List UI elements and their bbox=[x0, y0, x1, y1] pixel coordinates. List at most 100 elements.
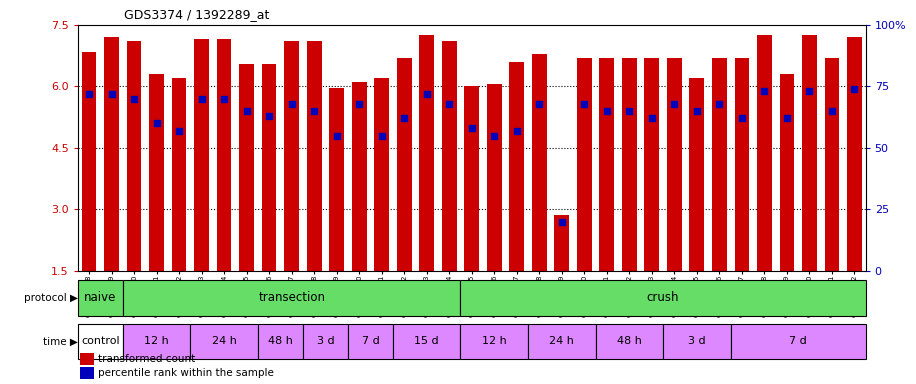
Point bbox=[262, 113, 277, 119]
Point bbox=[847, 86, 862, 92]
Text: 48 h: 48 h bbox=[268, 336, 293, 346]
Point bbox=[82, 91, 96, 97]
Point bbox=[645, 115, 660, 121]
Bar bbox=[757, 35, 771, 271]
Text: transection: transection bbox=[258, 291, 325, 305]
Bar bbox=[622, 58, 637, 271]
Text: 7 d: 7 d bbox=[362, 336, 379, 346]
Bar bbox=[532, 54, 547, 271]
Point bbox=[464, 125, 479, 131]
Bar bbox=[712, 58, 726, 271]
Bar bbox=[303, 324, 348, 359]
Bar bbox=[731, 324, 866, 359]
Text: 7 d: 7 d bbox=[790, 336, 807, 346]
Bar bbox=[262, 64, 277, 271]
Text: 15 d: 15 d bbox=[414, 336, 439, 346]
Bar bbox=[487, 84, 502, 271]
Bar bbox=[191, 324, 258, 359]
Bar bbox=[780, 74, 794, 271]
Text: 24 h: 24 h bbox=[212, 336, 236, 346]
Bar bbox=[554, 215, 569, 271]
Text: time ▶: time ▶ bbox=[43, 336, 78, 346]
Point bbox=[757, 88, 771, 94]
Bar bbox=[442, 41, 456, 271]
Point bbox=[420, 91, 434, 97]
Bar bbox=[104, 37, 119, 271]
Bar bbox=[307, 41, 322, 271]
Bar bbox=[284, 41, 299, 271]
Text: control: control bbox=[81, 336, 120, 346]
Bar bbox=[667, 58, 682, 271]
Bar bbox=[82, 51, 96, 271]
Point bbox=[532, 101, 547, 107]
Bar bbox=[80, 353, 93, 365]
Point bbox=[307, 108, 322, 114]
Bar bbox=[663, 324, 731, 359]
Bar bbox=[397, 58, 411, 271]
Point bbox=[330, 132, 344, 139]
Point bbox=[397, 115, 411, 121]
Bar bbox=[123, 280, 461, 316]
Bar bbox=[847, 37, 862, 271]
Point bbox=[239, 108, 254, 114]
Point bbox=[780, 115, 794, 121]
Point bbox=[172, 127, 187, 134]
Point bbox=[735, 115, 749, 121]
Text: 12 h: 12 h bbox=[144, 336, 169, 346]
Bar bbox=[78, 324, 123, 359]
Text: transformed count: transformed count bbox=[98, 354, 195, 364]
Point bbox=[599, 108, 614, 114]
Point bbox=[375, 132, 389, 139]
Bar bbox=[420, 35, 434, 271]
Text: protocol ▶: protocol ▶ bbox=[24, 293, 78, 303]
Point bbox=[824, 108, 839, 114]
Point bbox=[284, 101, 299, 107]
Point bbox=[487, 132, 502, 139]
Point bbox=[104, 91, 119, 97]
Point bbox=[690, 108, 704, 114]
Bar bbox=[595, 324, 663, 359]
Text: naive: naive bbox=[84, 291, 116, 305]
Bar bbox=[645, 58, 660, 271]
Bar bbox=[330, 88, 344, 271]
Point bbox=[126, 96, 141, 102]
Bar bbox=[194, 39, 209, 271]
Bar bbox=[172, 78, 187, 271]
Bar bbox=[239, 64, 254, 271]
Point bbox=[352, 101, 366, 107]
Bar bbox=[509, 62, 524, 271]
Bar bbox=[149, 74, 164, 271]
Text: GDS3374 / 1392289_at: GDS3374 / 1392289_at bbox=[124, 8, 269, 21]
Bar bbox=[348, 324, 393, 359]
Bar bbox=[599, 58, 614, 271]
Bar bbox=[824, 58, 839, 271]
Point bbox=[712, 101, 726, 107]
Bar bbox=[123, 324, 191, 359]
Text: 24 h: 24 h bbox=[550, 336, 574, 346]
Point bbox=[667, 101, 682, 107]
Bar bbox=[393, 324, 461, 359]
Point bbox=[622, 108, 637, 114]
Bar bbox=[735, 58, 749, 271]
Point bbox=[217, 96, 232, 102]
Text: 48 h: 48 h bbox=[616, 336, 642, 346]
Bar bbox=[528, 324, 595, 359]
Point bbox=[509, 127, 524, 134]
Point bbox=[194, 96, 209, 102]
Bar bbox=[461, 280, 866, 316]
Bar bbox=[464, 86, 479, 271]
Bar bbox=[375, 78, 389, 271]
Bar bbox=[802, 35, 817, 271]
Bar bbox=[258, 324, 303, 359]
Bar bbox=[461, 324, 528, 359]
Text: 12 h: 12 h bbox=[482, 336, 507, 346]
Bar bbox=[690, 78, 704, 271]
Bar bbox=[80, 367, 93, 379]
Point bbox=[554, 218, 569, 225]
Bar bbox=[78, 280, 123, 316]
Point bbox=[442, 101, 456, 107]
Point bbox=[577, 101, 592, 107]
Bar bbox=[126, 41, 141, 271]
Bar bbox=[352, 82, 366, 271]
Point bbox=[802, 88, 817, 94]
